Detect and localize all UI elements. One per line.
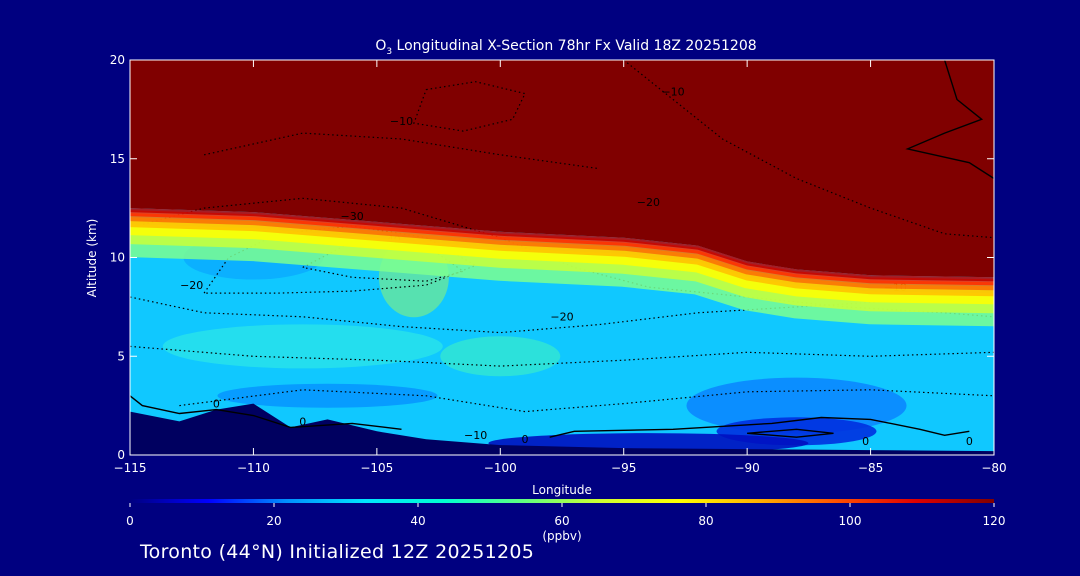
ozone-blob bbox=[440, 336, 561, 377]
y-tick-label: 0 bbox=[117, 448, 125, 462]
zero-contour bbox=[905, 60, 994, 180]
contour-label: −20 bbox=[180, 279, 203, 292]
contour-label: 0 bbox=[521, 433, 528, 446]
contour-label: −10 bbox=[390, 115, 413, 128]
colorbar-tick-label: 120 bbox=[983, 514, 1006, 528]
colorbar-tick-label: 0 bbox=[126, 514, 134, 528]
chart-title: O3 Longitudinal X-Section 78hr Fx Valid … bbox=[375, 38, 756, 57]
ozone-blob bbox=[217, 383, 438, 408]
zero-contour bbox=[549, 416, 970, 438]
contour-line bbox=[203, 132, 600, 170]
contour-line bbox=[179, 389, 994, 413]
x-tick-label: −95 bbox=[611, 461, 636, 475]
x-tick-label: −115 bbox=[114, 461, 147, 475]
contour-label: −20 bbox=[550, 311, 573, 324]
colorbar-tick-label: 20 bbox=[266, 514, 281, 528]
x-axis: −115 −110 −105 −100 −95 −90 −85 −80 bbox=[114, 60, 1007, 475]
y-tick-label: 15 bbox=[110, 152, 125, 166]
y-axis-label: Altitude (km) bbox=[85, 219, 99, 298]
contour-label: 0 bbox=[862, 435, 869, 448]
x-axis-label: Longitude bbox=[532, 483, 592, 497]
tropopause-layer bbox=[130, 217, 994, 297]
title-subscript: 3 bbox=[386, 47, 392, 57]
ozone-blob bbox=[686, 377, 907, 434]
colorbar-ramp bbox=[130, 499, 994, 503]
x-tick-label: −85 bbox=[858, 461, 883, 475]
colorbar-tick-label: 40 bbox=[410, 514, 425, 528]
x-tick-label: −90 bbox=[734, 461, 759, 475]
tropopause-layer bbox=[130, 221, 994, 305]
contour-label: 0 bbox=[213, 398, 220, 411]
x-tick-label: −100 bbox=[484, 461, 517, 475]
contour-line bbox=[130, 345, 994, 367]
tropopause-layer bbox=[130, 208, 994, 282]
contour-label: −20 bbox=[637, 196, 660, 209]
terrain bbox=[130, 403, 994, 455]
contour-label: −10 bbox=[464, 429, 487, 442]
contour-line bbox=[623, 60, 994, 239]
x-tick-label: −110 bbox=[237, 461, 270, 475]
y-axis: 0 5 10 15 20 bbox=[110, 53, 994, 462]
tropopause-layer bbox=[130, 213, 994, 291]
x-tick-label: −80 bbox=[981, 461, 1006, 475]
title-prefix: O bbox=[375, 38, 386, 54]
footer-caption: Toronto (44°N) Initialized 12Z 20251205 bbox=[140, 541, 535, 563]
colorbar-tick-label: 60 bbox=[554, 514, 569, 528]
contour-label: −10 bbox=[661, 86, 684, 99]
contour-label: 0 bbox=[299, 415, 306, 428]
contour-label: 0 bbox=[966, 435, 973, 448]
colorbar-tick-label: 80 bbox=[698, 514, 713, 528]
x-tick-label: −105 bbox=[360, 461, 393, 475]
y-tick-label: 20 bbox=[110, 53, 125, 67]
tropopause-layer bbox=[130, 210, 994, 286]
y-tick-label: 10 bbox=[110, 251, 125, 265]
zero-contour bbox=[130, 395, 402, 430]
zero-contours bbox=[130, 60, 994, 438]
y-tick-label: 5 bbox=[117, 349, 125, 363]
title-suffix: Longitudinal X-Section 78hr Fx Valid 18Z… bbox=[392, 38, 757, 54]
contour-line bbox=[413, 81, 526, 132]
ozone-blob bbox=[162, 324, 443, 369]
colorbar-label: (ppbv) bbox=[542, 529, 581, 543]
zero-contour bbox=[747, 428, 834, 438]
colorbar-tick-label: 100 bbox=[839, 514, 862, 528]
colorbar: 0 20 40 60 80 100 120 bbox=[126, 499, 1005, 528]
